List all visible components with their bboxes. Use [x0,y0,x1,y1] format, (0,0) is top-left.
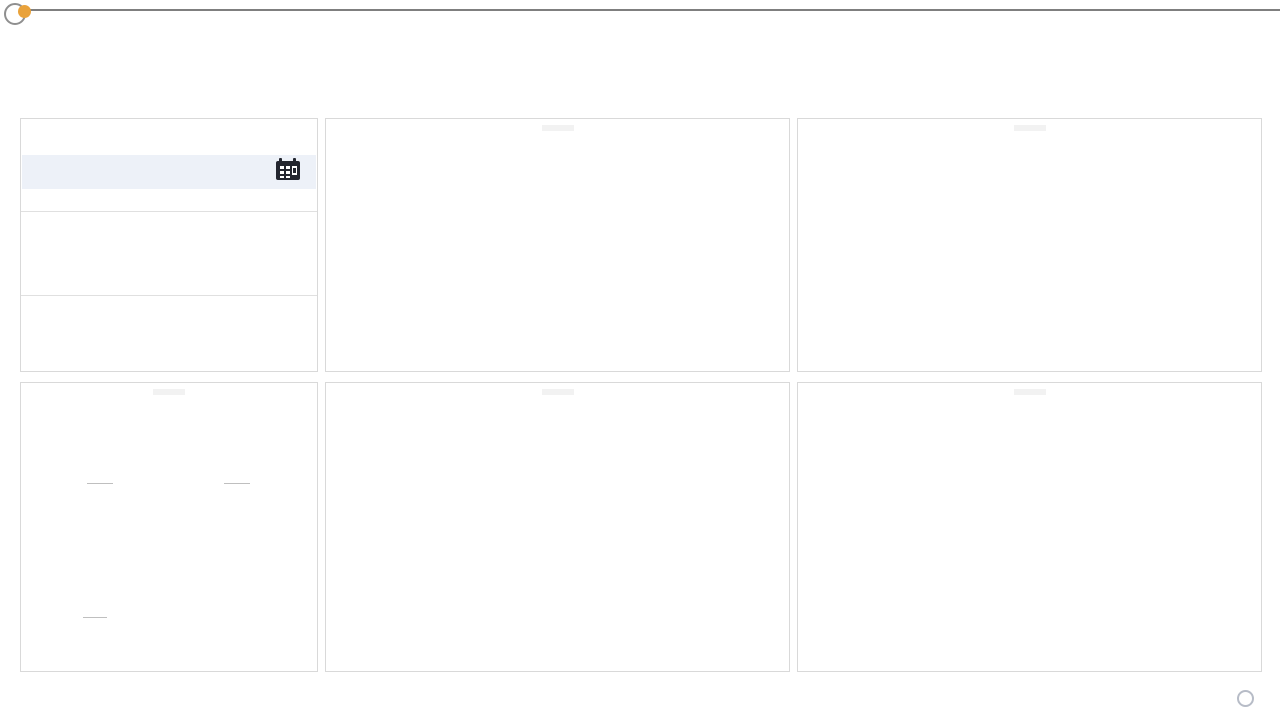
divider [21,211,317,212]
by-month-line-chart[interactable] [326,383,789,671]
chart-panel-same-issue [797,118,1262,372]
chart-title-support-status [153,389,185,395]
chart-panel-by-month [325,382,790,672]
calendar-icon[interactable] [276,157,302,187]
corner-circle-orange [18,5,31,18]
chart-title-by-month [541,389,574,395]
chart-panel-category-bar [325,118,790,372]
chart-title-same-issue [1013,125,1046,131]
chart-title-category-bar [541,125,574,131]
info-panel [20,118,318,372]
support-status-donut[interactable] [85,473,261,649]
footer-circle-decoration [1237,690,1254,707]
category-bar-chart[interactable] [326,119,789,371]
divider [21,295,317,296]
same-issue-stacked-chart[interactable] [798,119,1261,371]
chart-title-mean-time [1013,389,1046,395]
chart-panel-support-status [20,382,318,672]
leader-line [83,617,107,618]
date-range-field[interactable] [22,155,316,189]
leader-line [224,483,250,484]
leader-line [87,483,113,484]
mean-time-bar-chart[interactable] [798,383,1261,671]
donut-hole [131,519,215,603]
top-accent-line [28,9,1280,11]
chart-panel-mean-time [797,382,1262,672]
